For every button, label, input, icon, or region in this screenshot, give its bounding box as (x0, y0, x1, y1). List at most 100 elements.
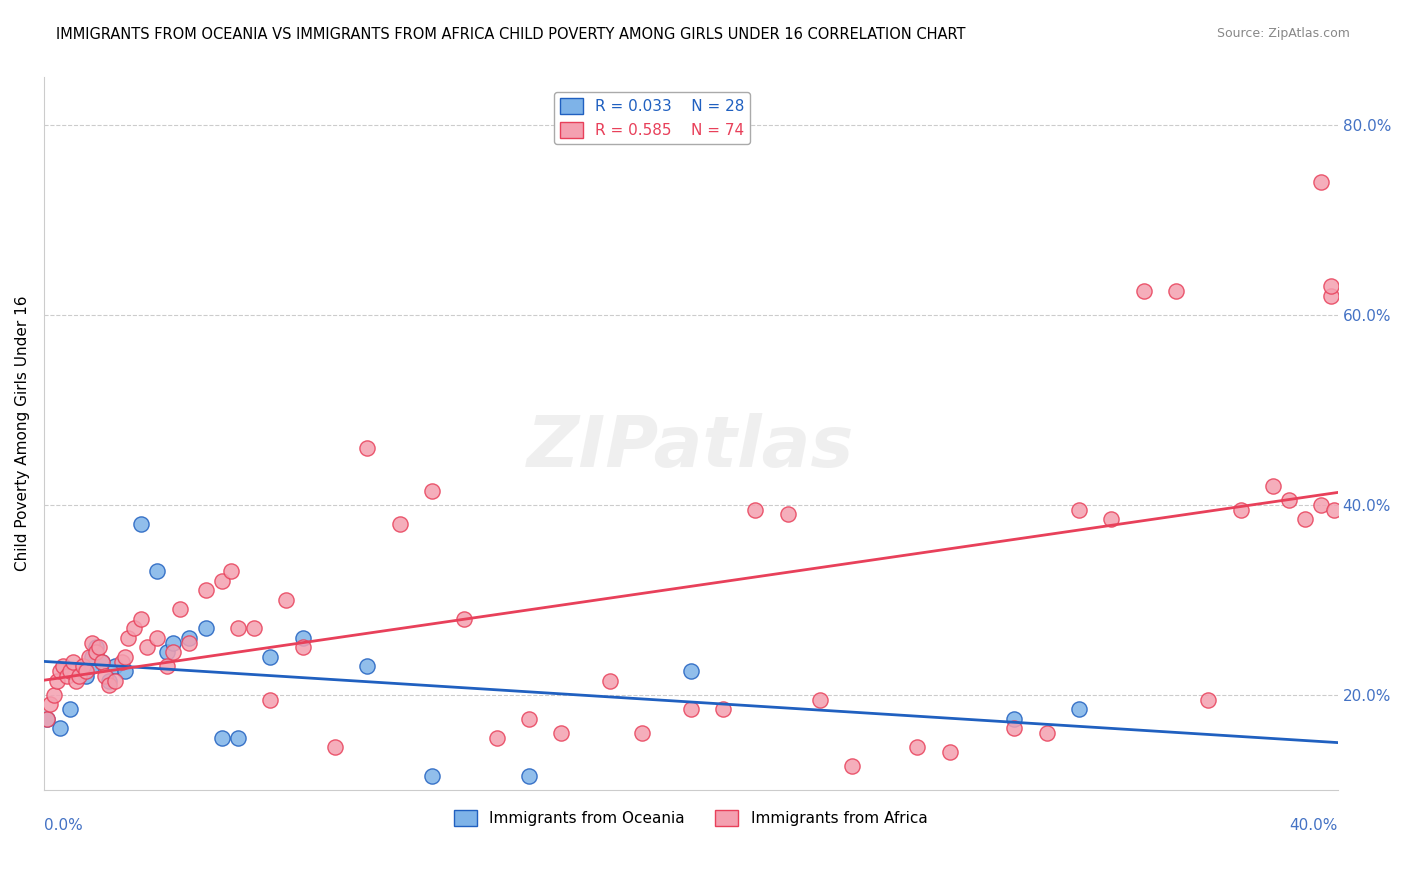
Point (211, 731, 233, 745)
Point (1067, 502, 1090, 516)
Point (420, 483, 443, 498)
Point (744, 502, 766, 516)
Point (77, 649, 100, 664)
Point (776, 508, 799, 522)
Point (291, 631, 314, 645)
Text: 40.0%: 40.0% (1289, 819, 1337, 833)
Point (243, 622, 266, 636)
Point (194, 583, 217, 598)
Point (84, 645, 107, 659)
Point (517, 769, 540, 783)
Point (129, 612, 152, 626)
Point (124, 622, 146, 636)
Point (226, 622, 249, 636)
Point (72, 659, 94, 673)
Point (114, 649, 136, 664)
Point (69, 669, 91, 683)
Point (276, 593, 298, 607)
Point (169, 602, 191, 616)
Point (1320, 279, 1343, 293)
Point (194, 622, 217, 636)
Legend: R = 0.033    N = 28, R = 0.585    N = 74: R = 0.033 N = 28, R = 0.585 N = 74 (554, 92, 751, 144)
Text: IMMIGRANTS FROM OCEANIA VS IMMIGRANTS FROM AFRICA CHILD POVERTY AMONG GIRLS UNDE: IMMIGRANTS FROM OCEANIA VS IMMIGRANTS FR… (56, 27, 966, 42)
Point (1035, 726, 1057, 740)
Point (117, 631, 139, 645)
Point (75, 669, 97, 683)
Point (94, 669, 117, 683)
Point (37, 712, 59, 726)
Point (97, 673, 120, 688)
Point (136, 640, 159, 655)
Point (49, 664, 72, 678)
Point (808, 692, 831, 706)
Point (1197, 692, 1219, 706)
Point (1067, 702, 1090, 716)
Point (156, 659, 179, 673)
Point (1323, 502, 1346, 516)
Point (39, 698, 62, 712)
Point (59, 702, 82, 716)
Point (1261, 479, 1284, 493)
Point (221, 565, 243, 579)
Point (550, 726, 572, 740)
Point (1099, 512, 1122, 526)
Point (1164, 284, 1187, 298)
Point (356, 441, 378, 455)
Point (291, 640, 314, 655)
Point (420, 769, 443, 783)
Point (62, 655, 84, 669)
Point (72, 664, 94, 678)
Point (1002, 712, 1025, 726)
Point (129, 516, 152, 531)
Point (110, 655, 132, 669)
Point (87, 640, 110, 655)
Text: ZIPatlas: ZIPatlas (527, 413, 855, 483)
Point (599, 673, 621, 688)
Point (114, 664, 136, 678)
Point (104, 659, 127, 673)
Point (45, 673, 67, 688)
Point (52, 659, 75, 673)
Point (226, 731, 249, 745)
Point (59, 664, 82, 678)
Point (711, 702, 734, 716)
Point (82, 659, 104, 673)
Point (49, 721, 72, 735)
Point (1320, 289, 1343, 303)
Point (1229, 502, 1251, 516)
Point (1002, 721, 1025, 735)
Point (55, 669, 77, 683)
Point (91, 655, 114, 669)
Point (82, 635, 104, 649)
Y-axis label: Child Poverty Among Girls Under 16: Child Poverty Among Girls Under 16 (15, 296, 30, 572)
Point (179, 635, 201, 649)
Point (1310, 498, 1333, 512)
Point (104, 673, 127, 688)
Point (259, 692, 281, 706)
Point (162, 645, 184, 659)
Point (631, 726, 654, 740)
Point (179, 631, 201, 645)
Point (323, 740, 346, 755)
Point (938, 745, 960, 759)
Point (65, 673, 87, 688)
Point (162, 635, 184, 649)
Text: 0.0%: 0.0% (44, 819, 83, 833)
Point (91, 655, 114, 669)
Point (485, 731, 508, 745)
Point (82, 649, 104, 664)
Point (75, 664, 97, 678)
Text: Source: ZipAtlas.com: Source: ZipAtlas.com (1216, 27, 1350, 40)
Point (679, 702, 702, 716)
Point (84, 640, 107, 655)
Point (1294, 512, 1316, 526)
Point (97, 678, 120, 692)
Point (453, 612, 475, 626)
Point (1132, 284, 1154, 298)
Point (1278, 493, 1301, 508)
Point (146, 631, 169, 645)
Point (517, 712, 540, 726)
Point (42, 688, 65, 702)
Point (841, 759, 863, 773)
Point (388, 516, 411, 531)
